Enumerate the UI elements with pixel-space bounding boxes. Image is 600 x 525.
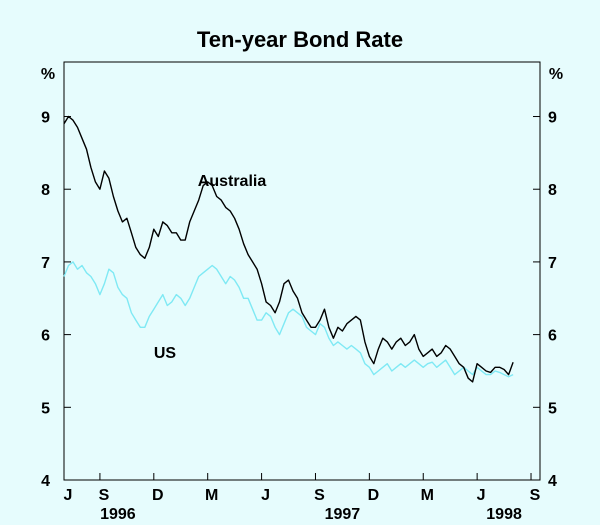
x-year-label: 1998 bbox=[486, 506, 522, 523]
y-tick-label-left: 8 bbox=[41, 182, 50, 199]
x-year-label: 1996 bbox=[100, 506, 136, 523]
y-tick-label-right: 7 bbox=[548, 255, 557, 272]
x-axis-ticks: J S D M J S D M J S 1996 1997 1998 bbox=[63, 473, 541, 523]
y-tick-label-left: 9 bbox=[41, 110, 50, 127]
y-tick-label-right: 4 bbox=[548, 473, 557, 490]
chart-title: Ten-year Bond Rate bbox=[197, 27, 403, 52]
x-tick-label: J bbox=[477, 487, 486, 504]
series-line-australia bbox=[63, 115, 514, 383]
y-axis-unit-left: % bbox=[41, 66, 55, 83]
y-tick-label-left: 7 bbox=[41, 255, 50, 272]
plot-border bbox=[63, 61, 541, 481]
x-tick-label: J bbox=[64, 487, 73, 504]
series-line-us bbox=[63, 261, 514, 378]
x-tick-label: S bbox=[530, 487, 541, 504]
y-tick-label-right: 8 bbox=[548, 182, 557, 199]
x-tick-label: M bbox=[421, 487, 434, 504]
y-axis-ticks: 4 4 5 5 6 6 7 7 8 8 9 9 bbox=[41, 110, 557, 490]
series-lines bbox=[63, 115, 514, 383]
y-tick-label-left: 5 bbox=[41, 400, 50, 417]
y-tick-label-right: 5 bbox=[548, 400, 557, 417]
x-tick-label: S bbox=[314, 487, 325, 504]
y-tick-label-left: 6 bbox=[41, 328, 50, 345]
x-tick-label: J bbox=[261, 487, 270, 504]
series-label-us: US bbox=[154, 345, 177, 362]
y-axis-unit-right: % bbox=[549, 66, 563, 83]
x-tick-label: S bbox=[99, 487, 110, 504]
plot-frame bbox=[63, 61, 541, 481]
series-label-australia: Australia bbox=[198, 173, 267, 190]
y-tick-label-left: 4 bbox=[41, 473, 50, 490]
x-tick-label: D bbox=[152, 487, 164, 504]
x-year-label: 1997 bbox=[325, 506, 361, 523]
x-tick-label: D bbox=[368, 487, 380, 504]
y-tick-label-right: 9 bbox=[548, 110, 557, 127]
y-tick-label-right: 6 bbox=[548, 328, 557, 345]
x-tick-label: M bbox=[205, 487, 218, 504]
